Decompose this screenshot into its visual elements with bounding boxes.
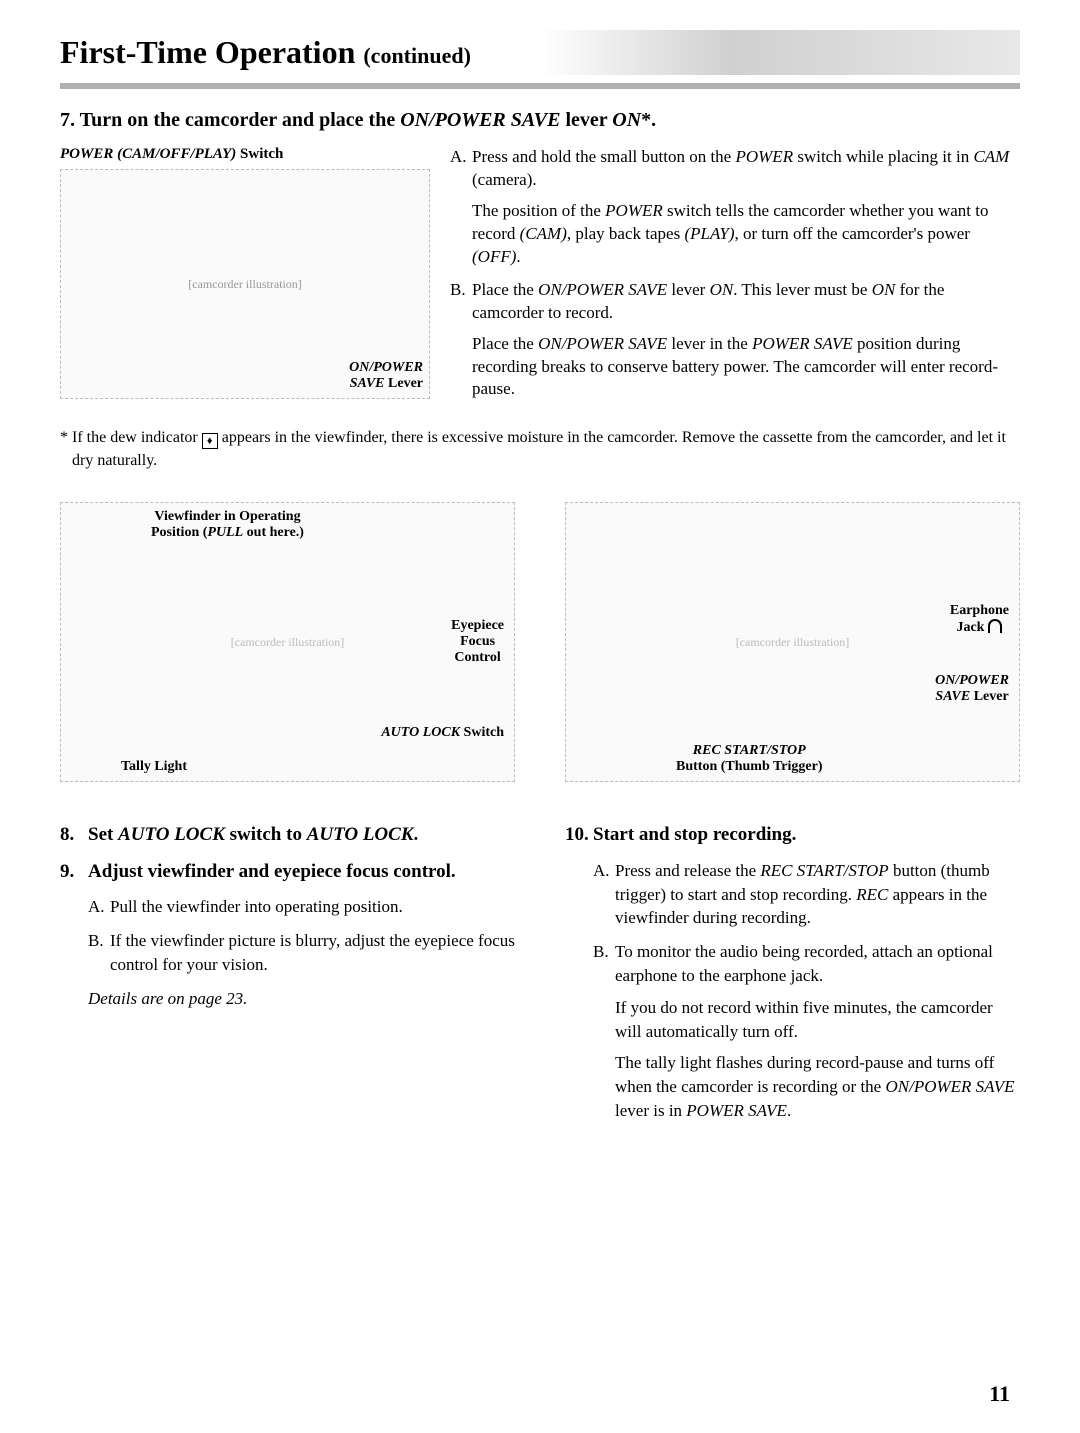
page-title: First-Time Operation (continued) xyxy=(60,30,1020,75)
earphone-l1: Earphone xyxy=(950,603,1009,618)
viewfinder-l1: Viewfinder in Operating xyxy=(154,509,300,524)
step7-a-letter: A. xyxy=(450,146,472,269)
step7-a-text: Press and hold the small button on the P… xyxy=(472,146,1020,269)
power-switch-label-it: POWER (CAM/OFF/PLAY) xyxy=(60,146,236,162)
viewfinder-label: Viewfinder in Operating Position (PULL o… xyxy=(151,509,304,541)
step7-right-col: A. Press and hold the small button on th… xyxy=(450,146,1020,411)
eyepiece-l2: Focus xyxy=(460,634,495,649)
step10-a: A. Press and release the REC START/STOP … xyxy=(593,859,1020,930)
step10-b-p2: If you do not record within five minutes… xyxy=(615,996,1020,1044)
title-divider xyxy=(60,83,1020,89)
power-switch-label-plain: Switch xyxy=(236,146,283,162)
step9-heading: 9. Adjust viewfinder and eyepiece focus … xyxy=(60,859,515,886)
step9-num: 9. xyxy=(60,859,88,886)
step7-item-a: A. Press and hold the small button on th… xyxy=(450,146,1020,269)
step9-body: A. Pull the viewfinder into operating po… xyxy=(60,895,515,1010)
camcorder-illustration-3: Earphone Jack ON/POWER SAVE Lever REC ST… xyxy=(565,502,1020,782)
step10-heading: 10. Start and stop recording. xyxy=(565,822,1020,849)
right-col: 10. Start and stop recording. A. Press a… xyxy=(565,822,1020,1141)
tally-light-label: Tally Light xyxy=(121,759,187,775)
step9-a-text: Pull the viewfinder into operating posit… xyxy=(110,895,515,919)
step9-details: Details are on page 23. xyxy=(88,987,515,1011)
power-switch-label: POWER (CAM/OFF/PLAY) Switch xyxy=(60,146,430,163)
bottom-columns: 8. Set AUTO LOCK switch to AUTO LOCK. 9.… xyxy=(60,822,1020,1141)
footnote-pre: * If the dew indicator xyxy=(60,429,202,446)
eyepiece-l1: Eyepiece xyxy=(451,618,504,633)
mid-right-col: Earphone Jack ON/POWER SAVE Lever REC ST… xyxy=(565,502,1020,782)
camcorder-illustration-1: [camcorder illustration] ON/POWER SAVE L… xyxy=(60,169,430,399)
earphone-jack-label: Earphone Jack xyxy=(950,603,1009,636)
step7-b-text: Place the ON/POWER SAVE lever ON. This l… xyxy=(472,279,1020,402)
step10-a-text: Press and release the REC START/STOP but… xyxy=(615,859,1020,930)
step8-num: 8. xyxy=(60,822,88,849)
eyepiece-l3: Control xyxy=(454,650,500,665)
step9-b: B. If the viewfinder picture is blurry, … xyxy=(88,929,515,977)
onpower-l2-it: SAVE xyxy=(350,376,385,391)
step8-heading: 8. Set AUTO LOCK switch to AUTO LOCK. xyxy=(60,822,515,849)
step10-b-text: To monitor the audio being recorded, att… xyxy=(615,940,1020,1131)
mid-illustration-row: Viewfinder in Operating Position (PULL o… xyxy=(60,502,1020,782)
onpower2-l1: ON/POWER xyxy=(935,673,1009,688)
title-main: First-Time Operation xyxy=(60,34,355,70)
mid-left-col: Viewfinder in Operating Position (PULL o… xyxy=(60,502,515,782)
step10-b-p1: To monitor the audio being recorded, att… xyxy=(615,940,1020,988)
earphone-l2: Jack xyxy=(956,620,984,635)
page-number: 11 xyxy=(989,1381,1010,1407)
onpower-l1: ON/POWER xyxy=(349,360,423,375)
title-continued: (continued) xyxy=(363,43,471,68)
autolock-plain: Switch xyxy=(460,725,504,740)
headphone-icon xyxy=(988,619,1002,633)
onpower2-l2-plain: Lever xyxy=(970,689,1008,704)
onpower-save-label-2: ON/POWER SAVE Lever xyxy=(935,673,1009,705)
autolock-it: AUTO LOCK xyxy=(381,725,460,740)
step8-text: Set AUTO LOCK switch to AUTO LOCK. xyxy=(88,822,418,849)
step7-block: POWER (CAM/OFF/PLAY) Switch [camcorder i… xyxy=(60,146,1020,411)
step7-left-col: POWER (CAM/OFF/PLAY) Switch [camcorder i… xyxy=(60,146,430,411)
step10-b-p3: The tally light flashes during record-pa… xyxy=(615,1051,1020,1122)
step10-b-letter: B. xyxy=(593,940,615,1131)
step9-b-text: If the viewfinder picture is blurry, adj… xyxy=(110,929,515,977)
step10-text: Start and stop recording. xyxy=(593,822,796,849)
eyepiece-label: Eyepiece Focus Control xyxy=(451,618,504,666)
rec-plain: Button (Thumb Trigger) xyxy=(676,759,823,774)
step7-b-letter: B. xyxy=(450,279,472,402)
onpower2-l2-it: SAVE xyxy=(935,689,970,704)
step10-body: A. Press and release the REC START/STOP … xyxy=(565,859,1020,1131)
step7-item-b: B. Place the ON/POWER SAVE lever ON. Thi… xyxy=(450,279,1020,402)
onpower-save-callout: ON/POWER SAVE Lever xyxy=(349,360,423,392)
step9-text: Adjust viewfinder and eyepiece focus con… xyxy=(88,859,456,886)
step7-heading: 7. Turn on the camcorder and place the O… xyxy=(60,109,1020,132)
step10-a-letter: A. xyxy=(593,859,615,930)
autolock-label: AUTO LOCK Switch xyxy=(381,725,504,741)
step9-b-letter: B. xyxy=(88,929,110,977)
rec-startstop-label: REC START/STOP Button (Thumb Trigger) xyxy=(676,743,823,775)
dew-footnote: * If the dew indicator ♦ appears in the … xyxy=(60,427,1020,472)
step10-num: 10. xyxy=(565,822,593,849)
left-col: 8. Set AUTO LOCK switch to AUTO LOCK. 9.… xyxy=(60,822,515,1141)
step9-a: A. Pull the viewfinder into operating po… xyxy=(88,895,515,919)
dew-indicator-icon: ♦ xyxy=(202,433,218,449)
step10-b: B. To monitor the audio being recorded, … xyxy=(593,940,1020,1131)
onpower-l2-plain: Lever xyxy=(385,376,423,391)
step9-a-letter: A. xyxy=(88,895,110,919)
camcorder-illustration-2: Viewfinder in Operating Position (PULL o… xyxy=(60,502,515,782)
viewfinder-l2: Position (PULL out here.) xyxy=(151,525,304,540)
rec-it: REC START/STOP xyxy=(693,743,806,758)
